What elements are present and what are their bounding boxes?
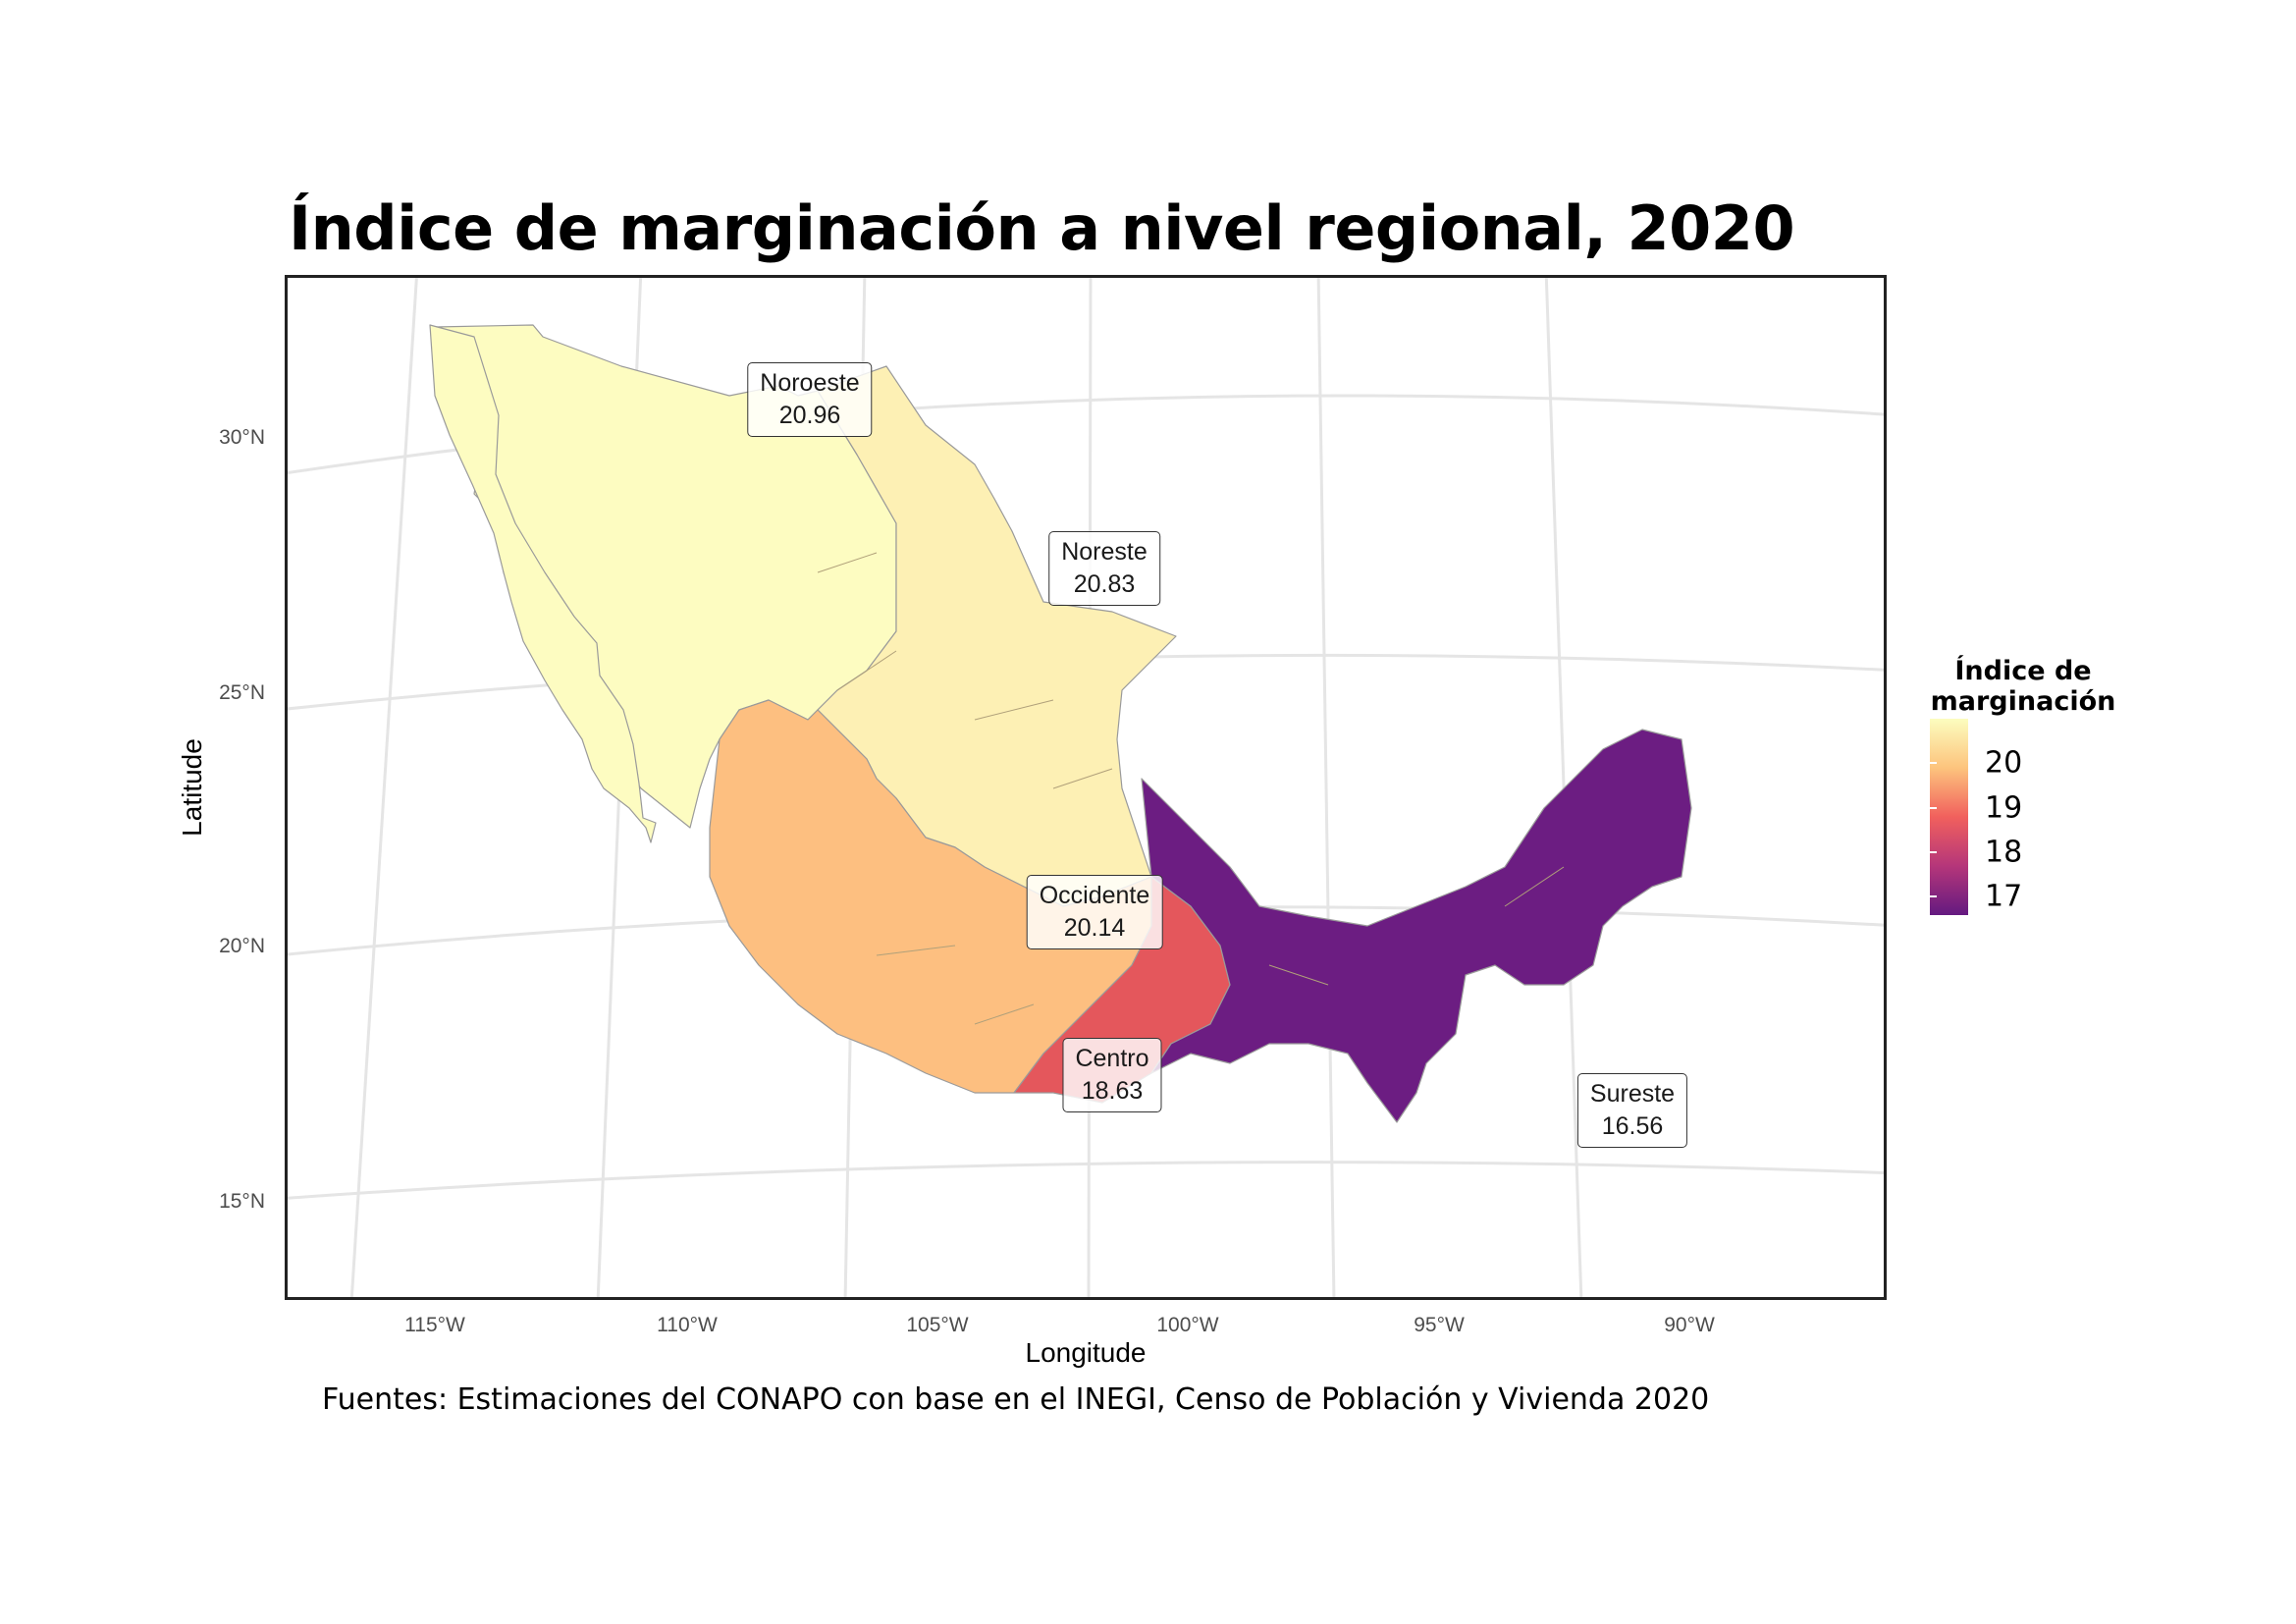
- y-axis-title: Latitude: [177, 738, 207, 837]
- regions: [429, 324, 1692, 1123]
- region-value: 18.63: [1081, 1077, 1144, 1105]
- region-name: Noreste: [1061, 538, 1148, 566]
- legend-title-line2: marginación: [1930, 686, 2116, 717]
- x-tick-110: 110°W: [657, 1314, 718, 1336]
- region-sureste: [1141, 729, 1692, 1123]
- legend-color-bar: [1930, 719, 1968, 915]
- region-internal-borders: [817, 552, 1565, 1025]
- region-name: Occidente: [1039, 882, 1150, 909]
- graticule-lon-115: [349, 278, 418, 1297]
- x-tick-115: 115°W: [404, 1314, 465, 1336]
- region-value: 20.14: [1063, 914, 1126, 942]
- region-value: 20.96: [778, 402, 841, 429]
- map-panel: Noroeste 20.96 Noreste 20.83 Occidente 2…: [285, 275, 1887, 1300]
- region-name: Noroeste: [760, 369, 860, 397]
- legend-tick-18: [1930, 851, 1937, 853]
- y-tick-15: 15°N: [219, 1190, 265, 1213]
- source-note: Fuentes: Estimaciones del CONAPO con bas…: [322, 1382, 1710, 1417]
- region-value: 16.56: [1601, 1112, 1664, 1140]
- region-name: Sureste: [1589, 1080, 1676, 1108]
- x-tick-105: 105°W: [906, 1314, 969, 1336]
- legend-label-17: 17: [1985, 879, 2023, 914]
- region-baja-california: [429, 324, 657, 843]
- graticule-lon-90: [1544, 278, 1583, 1297]
- region-label-noroeste: Noroeste 20.96: [747, 362, 873, 437]
- y-tick-30: 30°N: [219, 426, 265, 449]
- x-tick-95: 95°W: [1414, 1314, 1465, 1336]
- legend-tick-20: [1930, 762, 1937, 764]
- region-value: 20.83: [1073, 570, 1136, 598]
- graticule-lat-15: [288, 1161, 1884, 1200]
- legend-label-18: 18: [1985, 835, 2023, 870]
- legend-title: Índice de marginación: [1930, 656, 2116, 717]
- region-label-sureste: Sureste 16.56: [1576, 1073, 1688, 1148]
- region-name: Centro: [1075, 1045, 1149, 1072]
- legend-label-20: 20: [1985, 745, 2023, 781]
- y-tick-25: 25°N: [219, 681, 265, 704]
- graticule-lon-95: [1316, 278, 1336, 1297]
- region-label-centro: Centro 18.63: [1062, 1038, 1162, 1112]
- map-title: Índice de marginación a nivel regional, …: [289, 192, 1795, 264]
- x-tick-90: 90°W: [1664, 1314, 1715, 1336]
- legend-tick-17: [1930, 895, 1937, 897]
- legend-tick-19: [1930, 807, 1937, 809]
- region-label-noreste: Noreste 20.83: [1048, 531, 1160, 606]
- x-axis-title: Longitude: [1025, 1337, 1147, 1368]
- y-tick-20: 20°N: [219, 935, 265, 957]
- legend-title-line1: Índice de: [1954, 656, 2092, 686]
- x-tick-100: 100°W: [1156, 1314, 1219, 1336]
- region-label-occidente: Occidente 20.14: [1026, 875, 1163, 949]
- legend-label-19: 19: [1985, 790, 2023, 826]
